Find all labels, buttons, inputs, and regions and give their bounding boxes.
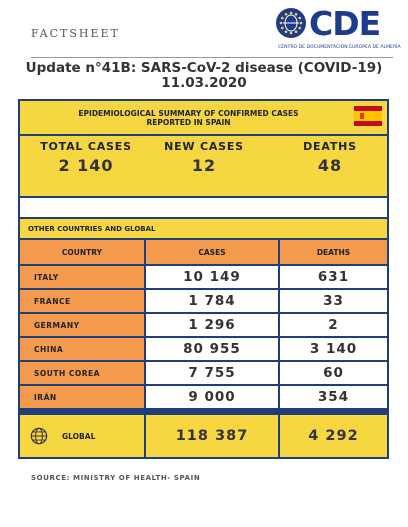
cde-logo: CDE CENTRO DE DOCUMENTACIÓN EUROPEA DE A… — [276, 4, 401, 54]
header-divider — [31, 57, 393, 58]
blank-row — [20, 198, 387, 217]
stat-label: DEATHS — [303, 140, 357, 153]
stat-deaths: DEATHS 48 — [270, 140, 390, 175]
logo-subtitle: CENTRO DE DOCUMENTACIÓN EUROPEA DE ALMER… — [278, 45, 401, 50]
stat-value: 12 — [191, 156, 217, 175]
summary-title: EPIDEMIOLOGICAL SUMMARY OF CONFIRMED CAS… — [20, 101, 387, 134]
globe-icon — [30, 427, 48, 445]
source-note: SOURCE: MINISTRY OF HEALTH- SPAIN — [31, 474, 201, 482]
column-header-cases: CASES — [146, 240, 278, 264]
stat-label: TOTAL CASES — [40, 140, 132, 153]
global-deaths-cell: 4 292 — [280, 415, 387, 457]
spain-stats: TOTAL CASES 2 140 NEW CASES 12 DEATHS 48 — [20, 136, 387, 196]
logo-text: CDE — [309, 4, 381, 43]
country-cell: IRÁN — [20, 386, 144, 408]
eu-stars-globe-icon — [276, 8, 306, 38]
cases-cell: 80 955 — [146, 338, 278, 360]
summary-title-line-2: REPORTED IN SPAIN — [146, 117, 231, 127]
spain-flag-icon — [354, 106, 382, 126]
column-header-country: COUNTRY — [20, 240, 144, 264]
stat-label: NEW CASES — [164, 140, 244, 153]
cases-cell: 1 784 — [146, 290, 278, 312]
global-cases-cell: 118 387 — [146, 415, 278, 457]
stat-total-cases: TOTAL CASES 2 140 — [26, 140, 146, 175]
summary-title-line-1: EPIDEMIOLOGICAL SUMMARY OF CONFIRMED CAS… — [78, 108, 299, 118]
factsheet-table: EPIDEMIOLOGICAL SUMMARY OF CONFIRMED CAS… — [18, 99, 389, 459]
global-label: GLOBAL — [62, 431, 96, 441]
section-title: OTHER COUNTRIES AND GLOBAL — [20, 219, 387, 238]
deaths-cell: 33 — [280, 290, 387, 312]
cases-cell: 1 296 — [146, 314, 278, 336]
deaths-cell: 2 — [280, 314, 387, 336]
cases-cell: 7 755 — [146, 362, 278, 384]
page-title: Update n°41B: SARS-CoV-2 disease (COVID-… — [18, 61, 390, 91]
deaths-cell: 60 — [280, 362, 387, 384]
cases-cell: 9 000 — [146, 386, 278, 408]
factsheet-label: FACTSHEET — [31, 27, 120, 40]
deaths-cell: 354 — [280, 386, 387, 408]
stat-value: 48 — [317, 156, 343, 175]
country-cell: CHINA — [20, 338, 144, 360]
country-cell: GERMANY — [20, 314, 144, 336]
title-line-1: Update n°41B: SARS-CoV-2 disease (COVID-… — [25, 60, 383, 76]
country-cell: ITALY — [20, 266, 144, 288]
column-header-deaths: DEATHS — [280, 240, 387, 264]
stat-new-cases: NEW CASES 12 — [144, 140, 264, 175]
cases-cell: 10 149 — [146, 266, 278, 288]
title-line-2: 11.03.2020 — [161, 75, 247, 91]
deaths-cell: 3 140 — [280, 338, 387, 360]
country-cell: SOUTH COREA — [20, 362, 144, 384]
global-label-cell: GLOBAL — [20, 415, 144, 457]
country-cell: FRANCE — [20, 290, 144, 312]
stat-value: 2 140 — [58, 156, 114, 175]
deaths-cell: 631 — [280, 266, 387, 288]
